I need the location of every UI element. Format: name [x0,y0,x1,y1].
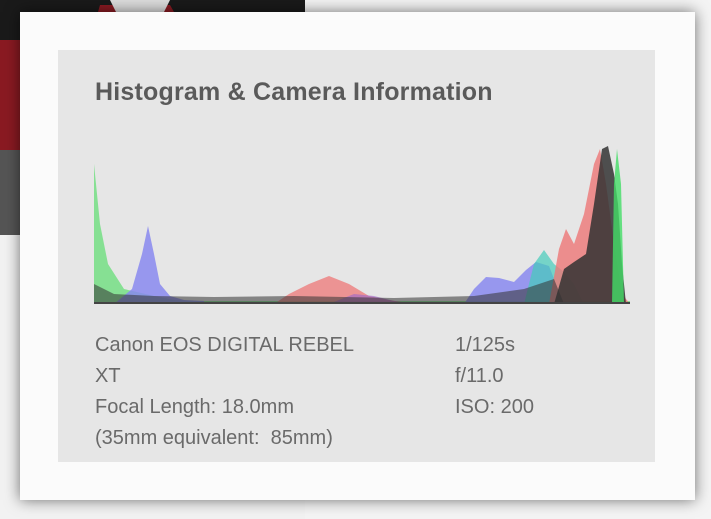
card: Histogram & Camera Information Canon EOS… [20,12,695,500]
info-line: ISO: 200 [455,392,534,423]
panel-title: Histogram & Camera Information [95,78,493,107]
info-line: XT [95,361,354,392]
histogram [94,144,634,306]
exposure-info: 1/125s f/11.0 ISO: 200 [455,330,534,423]
panel: Histogram & Camera Information Canon EOS… [58,50,655,462]
screen: Histogram & Camera Information Canon EOS… [0,0,711,519]
info-line: (35mm equivalent: 85mm) [95,423,354,454]
info-line: f/11.0 [455,361,534,392]
info-line: Canon EOS DIGITAL REBEL [95,330,354,361]
camera-info: Canon EOS DIGITAL REBEL XT Focal Length:… [95,330,354,454]
info-line: 1/125s [455,330,534,361]
info-line: Focal Length: 18.0mm [95,392,354,423]
